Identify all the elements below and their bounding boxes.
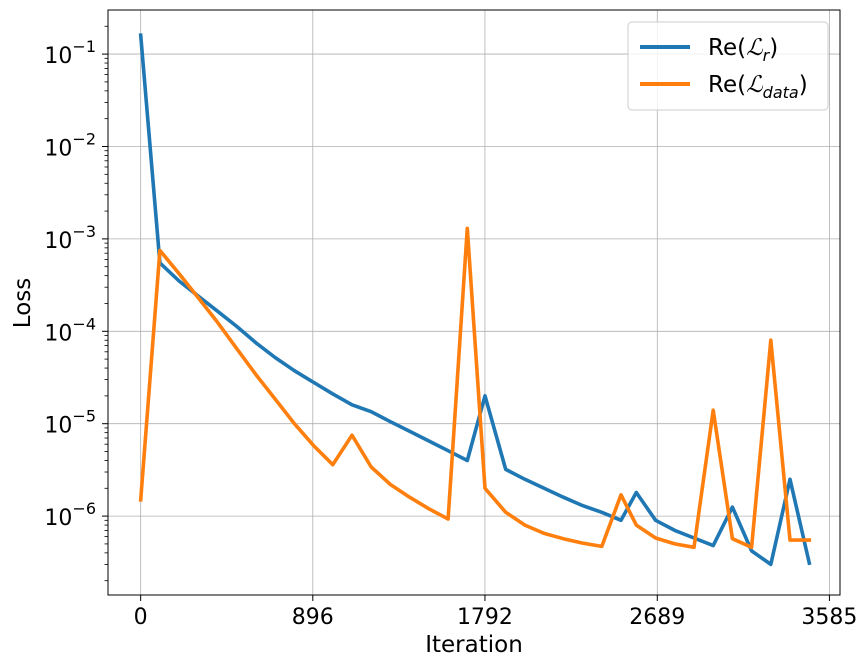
x-tick-label: 0 — [134, 605, 148, 630]
x-axis-label: Iteration — [425, 632, 523, 658]
y-tick-label: 10−3 — [44, 222, 96, 254]
series-lines — [138, 33, 812, 567]
y-axis-label: Loss — [10, 278, 36, 328]
x-tick-label: 1792 — [457, 605, 513, 630]
tick-labels: 0 896 1792 2689 3585 10−6 10−5 10−4 10−3 10−2 10−1 — [44, 37, 857, 630]
legend-box — [627, 21, 829, 111]
series-line-data — [138, 226, 812, 550]
x-tick-label: 2689 — [629, 605, 685, 630]
series-line-r — [138, 33, 812, 567]
x-tick-label: 896 — [292, 605, 334, 630]
y-tick-label: 10−4 — [44, 314, 96, 346]
legend: Re(ℒr) Re(ℒdata) — [627, 21, 829, 111]
y-tick-label: 10−5 — [44, 407, 96, 439]
legend-label-data: Re(ℒdata) — [708, 72, 808, 102]
plot-frame — [107, 9, 841, 596]
y-tick-label: 10−6 — [44, 499, 96, 531]
y-tick-label: 10−1 — [44, 37, 96, 69]
y-tick-label: 10−2 — [44, 129, 96, 161]
x-tick-label: 3585 — [801, 605, 857, 630]
legend-label-r: Re(ℒr) — [708, 35, 778, 65]
ticks — [102, 25, 830, 601]
